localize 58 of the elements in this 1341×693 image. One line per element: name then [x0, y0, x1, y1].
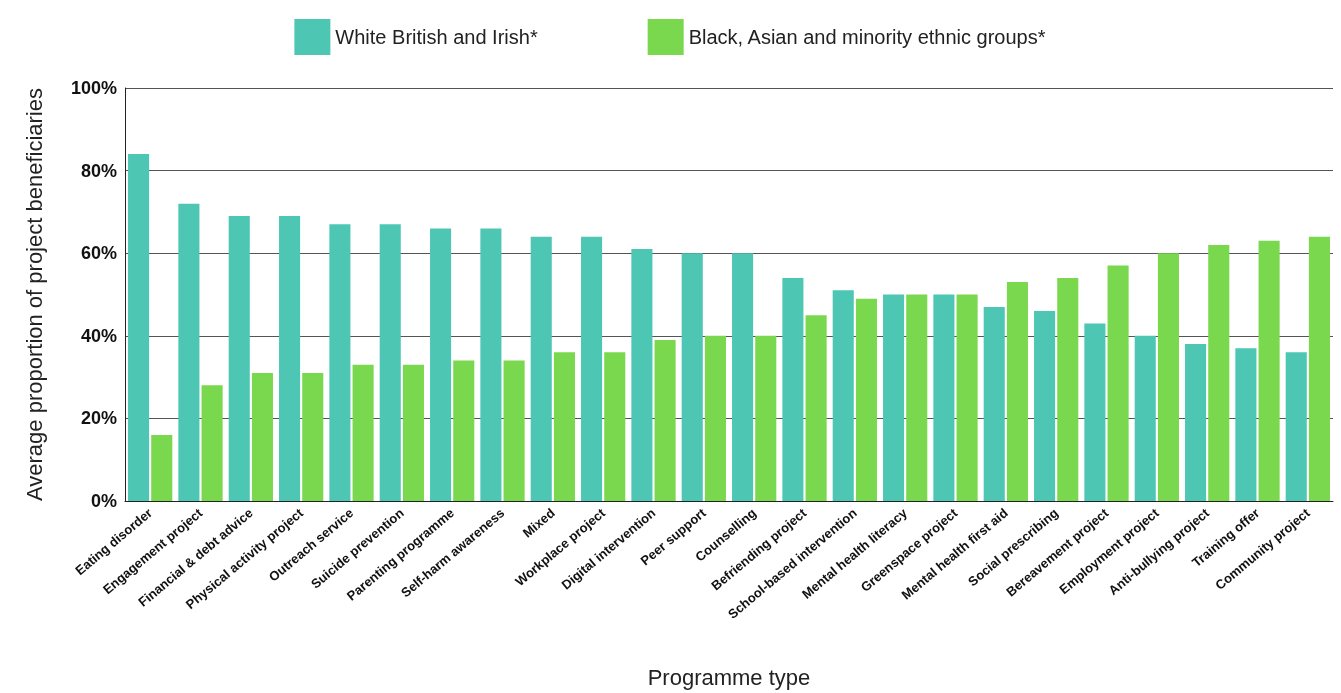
bar [983, 306, 1005, 501]
y-axis-title: Average proportion of project beneficiaries [21, 88, 47, 501]
bar [704, 335, 726, 501]
bar [654, 339, 676, 501]
legend-label: White British and Irish* [335, 26, 538, 48]
bar [581, 236, 603, 501]
y-tick-label: 100% [70, 78, 117, 98]
bar [883, 294, 905, 501]
bar [1308, 236, 1330, 501]
bar [1006, 282, 1028, 501]
bar [755, 335, 777, 501]
bar [782, 277, 804, 501]
bar [855, 298, 877, 501]
bar [352, 364, 374, 501]
bar [178, 203, 200, 501]
bar [956, 294, 978, 501]
bar [402, 364, 424, 501]
bar [631, 249, 653, 501]
bar [1057, 277, 1079, 501]
bar [1258, 240, 1280, 501]
y-tick-label: 20% [80, 408, 117, 429]
legend-label: Black, Asian and minority ethnic groups* [688, 26, 1046, 48]
bar [553, 352, 575, 501]
y-tick-label: 40% [80, 325, 117, 346]
bar [379, 224, 401, 501]
bar [1157, 253, 1179, 501]
bar [1084, 323, 1106, 501]
bar [530, 236, 552, 501]
bar [302, 372, 324, 501]
bar [329, 224, 351, 501]
bar [604, 352, 626, 501]
bar [906, 294, 928, 501]
bar [251, 372, 273, 501]
bar [1107, 265, 1129, 501]
bar [805, 315, 827, 501]
y-tick-label: 0% [90, 491, 117, 511]
x-axis-title: Programme type [647, 664, 811, 690]
bar [1285, 352, 1307, 501]
bar [1134, 335, 1156, 501]
bar [430, 228, 452, 501]
bar [1185, 344, 1207, 501]
bar [201, 385, 223, 501]
bar [933, 294, 955, 501]
bar [681, 253, 703, 501]
y-tick-label: 80% [80, 160, 117, 181]
bar [1235, 348, 1257, 501]
bar [128, 154, 150, 501]
bar [453, 360, 475, 501]
bar [732, 253, 754, 501]
bar [1034, 311, 1056, 501]
bar [480, 228, 502, 501]
bar [832, 290, 854, 501]
y-tick-label: 60% [80, 243, 117, 264]
bar [1208, 244, 1230, 501]
bar [151, 434, 173, 501]
bar [228, 216, 250, 501]
bar [279, 216, 301, 501]
bar [503, 360, 525, 501]
